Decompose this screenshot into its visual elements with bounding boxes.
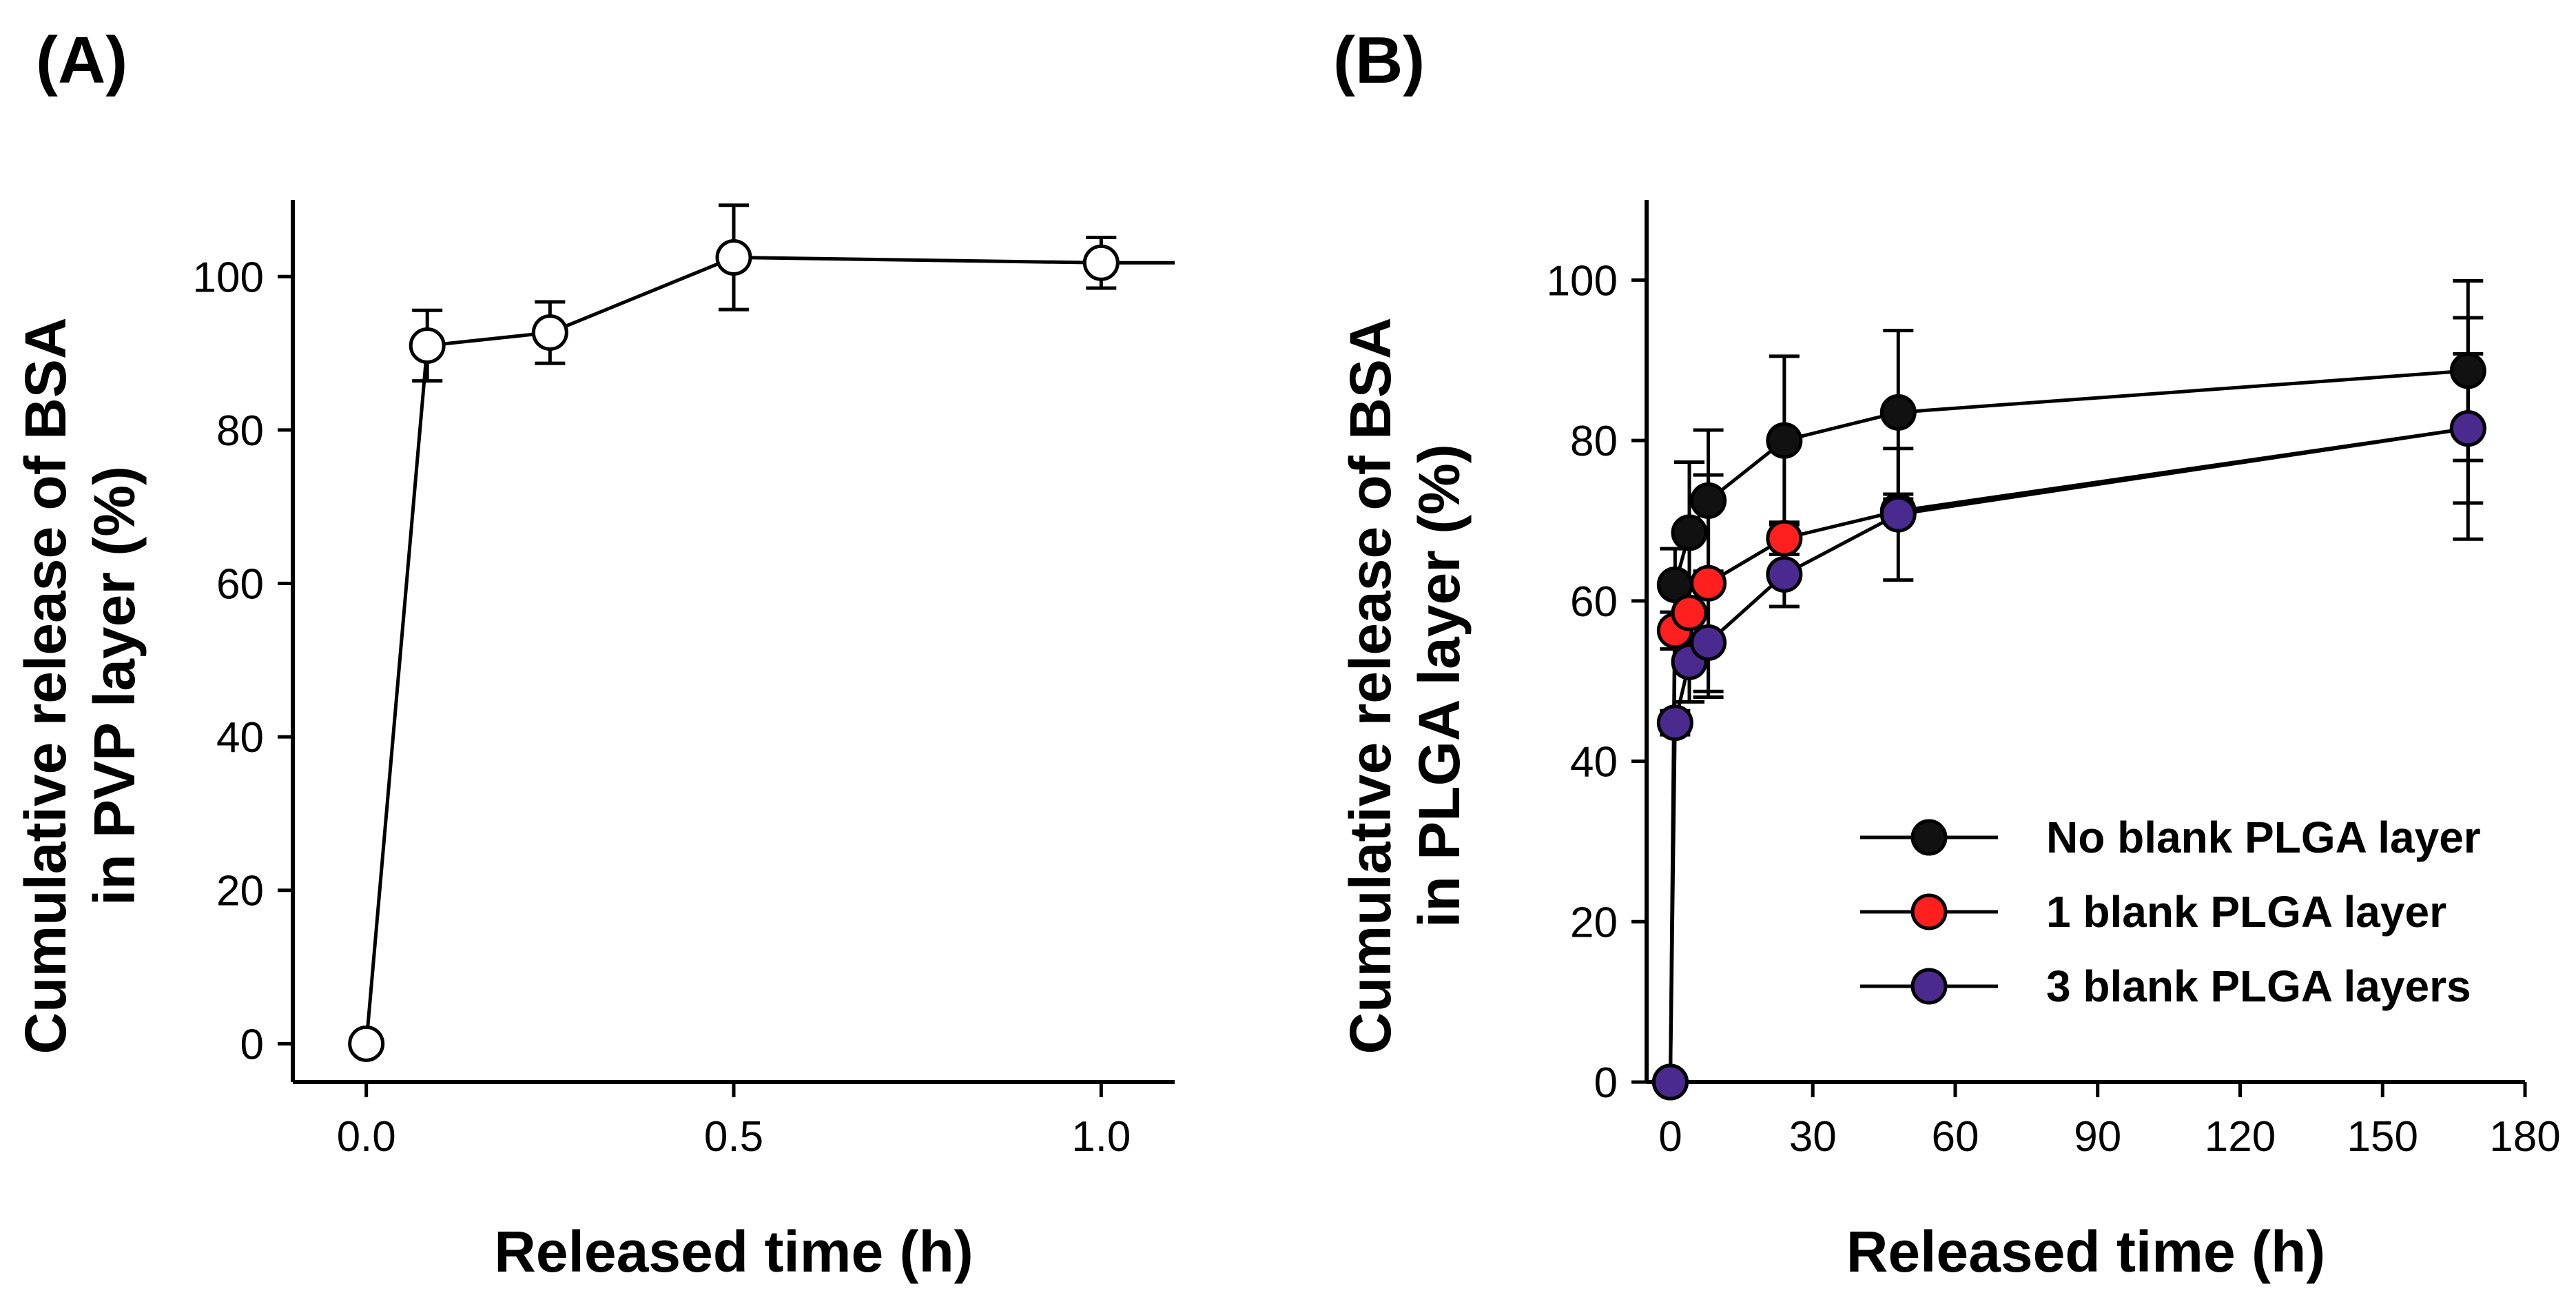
panel-a-y-tick-label: 40 (216, 714, 264, 762)
panel-a-chart: (A) 0 20 40 60 80 100 0.0 0.5 1.0 Released time (h… (13, 23, 1175, 1284)
panel-a-y-tick-label: 60 (216, 561, 264, 609)
panel-a-series-1-point (1082, 244, 1120, 281)
panel-b-series-3-point (1879, 496, 1917, 533)
panel-b-x-tick-label: 180 (2489, 1113, 2560, 1161)
panel-b-series-3-point (1690, 624, 1727, 661)
panel-b-series-1-point (1671, 514, 1708, 551)
panel-a-y-axis-title-line-1: Cumulative release of BSA (13, 317, 78, 1054)
panel-a-label: (A) (36, 23, 127, 97)
panel-b-series-2-point (1766, 520, 1803, 557)
panel-b-series-3-point (1766, 556, 1803, 593)
panel-a-series-1-point (348, 1025, 385, 1062)
panel-b-series-1-point (1766, 422, 1803, 459)
panel-a-series-1-point (409, 327, 446, 364)
legend-label-1: No blank PLGA layer (2046, 813, 2481, 862)
panel-b-x-axis-title: Released time (h) (1846, 1219, 2326, 1284)
panel-b-y-tick-label: 80 (1570, 418, 1618, 465)
panel-a-y-tick-label: 80 (216, 407, 264, 455)
panel-a-series-1-point (531, 314, 568, 352)
panel-b-series-1-point (1879, 394, 1917, 431)
panel-b-series-2-point (1671, 594, 1708, 631)
panel-b-y-tick-label: 0 (1594, 1059, 1618, 1107)
panel-b-x-tick-label: 0 (1658, 1113, 1682, 1161)
panel-a-y-tick-label: 20 (216, 868, 264, 915)
legend-marker-3 (1910, 968, 1948, 1005)
panel-a-x-tick-label: 0.0 (337, 1113, 396, 1161)
panel-a-x-tick-label: 0.5 (704, 1113, 763, 1161)
panel-b-chart: (B) 0 20 40 60 80 100 0 30 60 90 120 150 180 Released … (1333, 23, 2561, 1284)
panel-b-series-1-point (2449, 352, 2486, 389)
panel-b-y-tick-label: 20 (1570, 899, 1618, 946)
panel-b-series-3-point (1651, 1063, 1689, 1101)
panel-a-x-tick-label: 1.0 (1071, 1113, 1131, 1161)
panel-b-x-tick-label: 150 (2347, 1113, 2418, 1161)
panel-b-x-tick-label: 90 (2074, 1113, 2121, 1161)
legend-label-2: 1 blank PLGA layer (2046, 887, 2446, 937)
panel-b-series-1-point (1690, 482, 1727, 519)
panel-b-y-tick-label: 40 (1570, 739, 1618, 786)
panel-b-series-3-point (1656, 704, 1693, 742)
panel-b-label: (B) (1333, 23, 1425, 97)
panel-b-x-tick-label: 120 (2205, 1113, 2276, 1161)
panel-b-y-axis-title-line-1: Cumulative release of BSA (1338, 317, 1403, 1054)
panel-b-x-tick-label: 30 (1789, 1113, 1837, 1161)
legend-marker-2 (1910, 893, 1948, 930)
legend-marker-1 (1910, 819, 1948, 856)
panel-b-y-tick-label: 60 (1570, 578, 1618, 626)
legend-label-3: 3 blank PLGA layers (2046, 961, 2471, 1011)
panel-b-series-3-point (2449, 410, 2486, 447)
panel-a-y-axis-title-line-2: in PVP layer (%) (82, 466, 147, 906)
panel-a-series-1-point (715, 238, 752, 276)
panel-a-y-tick-label: 100 (193, 254, 264, 301)
panel-a-y-tick-label: 0 (240, 1021, 264, 1068)
panel-b-y-tick-label: 100 (1547, 257, 1618, 305)
panel-b-series-2-point (1690, 564, 1727, 602)
panel-b-x-tick-label: 60 (1931, 1113, 1979, 1161)
panel-a-x-axis-title: Released time (h) (494, 1219, 973, 1284)
panel-b-y-axis-title-line-2: in PLGA layer (%) (1407, 444, 1472, 928)
